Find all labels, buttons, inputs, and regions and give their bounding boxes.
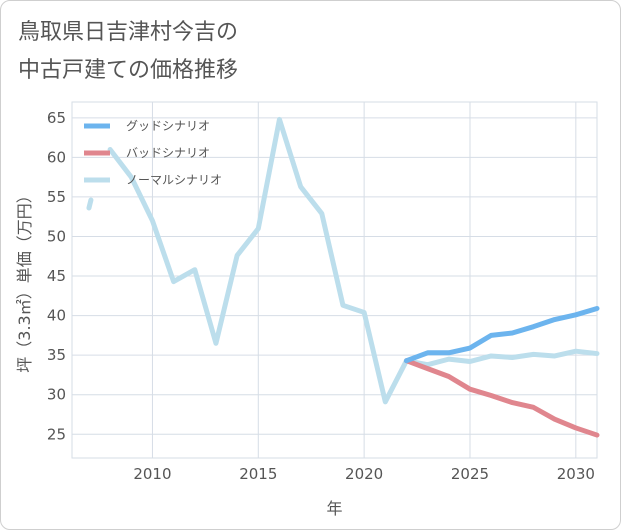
y-tick-label: 35 xyxy=(47,346,66,364)
chart-title: 鳥取県日吉津村今吉の 中古戸建ての価格推移 xyxy=(18,20,239,83)
y-tick-label: 60 xyxy=(47,148,66,166)
y-tick-label: 65 xyxy=(47,109,66,127)
y-tick-label: 45 xyxy=(47,267,66,285)
legend-label: ノーマルシナリオ xyxy=(126,173,222,187)
x-axis-label: 年 xyxy=(326,499,342,518)
plot-area xyxy=(71,101,598,459)
series-line xyxy=(107,116,600,405)
x-tick-label: 2020 xyxy=(345,465,383,483)
series-line-point xyxy=(86,197,94,211)
x-tick-label: 2010 xyxy=(133,465,171,483)
y-tick-label: 25 xyxy=(47,425,66,443)
y-axis-label: 坪（3.3㎡）単価（万円） xyxy=(15,187,34,372)
x-tick-label: 2015 xyxy=(239,465,277,483)
grid-lines xyxy=(71,101,598,459)
series-line xyxy=(403,305,600,364)
y-tick-labels: 25 30 35 40 45 50 55 60 65 xyxy=(47,109,66,443)
legend-label: グッドシナリオ xyxy=(126,119,210,133)
legend-label: バッドシナリオ xyxy=(126,146,210,160)
series-lines xyxy=(86,116,600,438)
y-tick-label: 50 xyxy=(47,227,66,245)
y-tick-label: 55 xyxy=(47,188,66,206)
y-tick-label: 30 xyxy=(47,386,66,404)
y-tick-label: 40 xyxy=(47,307,66,325)
series-line xyxy=(403,358,600,438)
x-tick-label: 2030 xyxy=(557,465,595,483)
x-tick-labels: 2010 2015 2020 2025 2030 xyxy=(133,465,595,483)
x-tick-label: 2025 xyxy=(451,465,489,483)
